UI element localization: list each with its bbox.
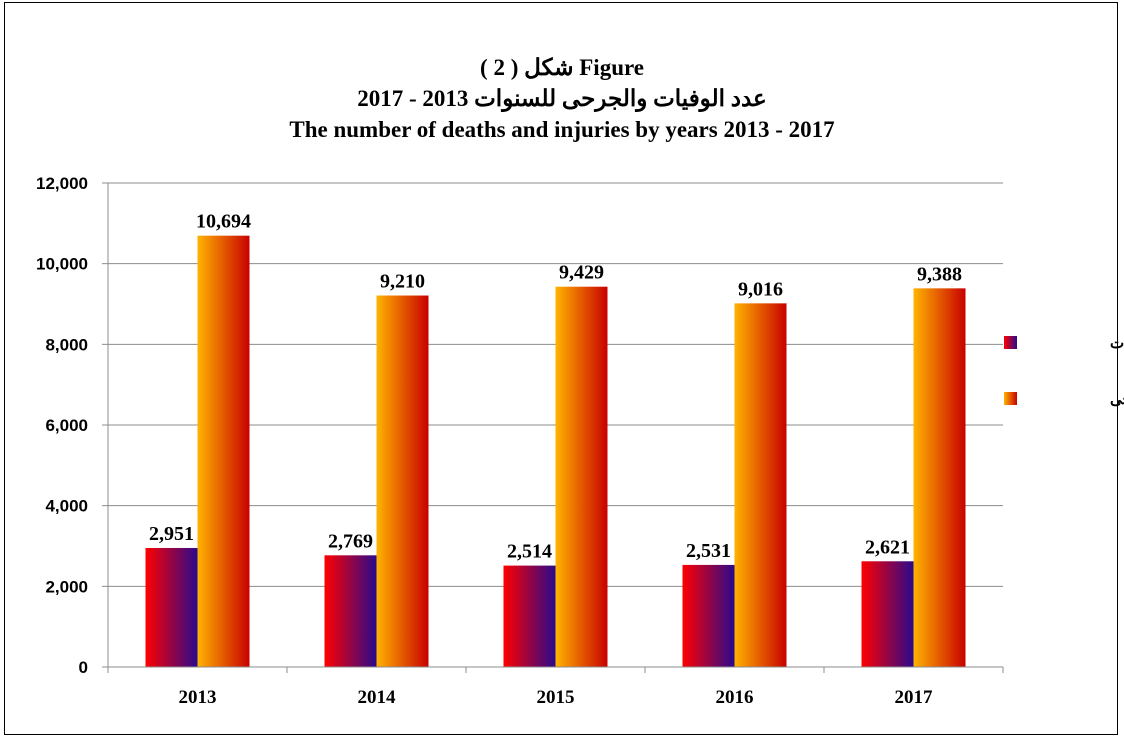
- data-label: 2,531: [686, 540, 731, 562]
- y-tick-label: 6,000: [45, 416, 88, 435]
- chart-title-block: شكل ( 2 ) Figure عدد الوفيات والجرحى للس…: [0, 52, 1124, 145]
- data-label: 10,694: [196, 211, 251, 233]
- data-label: 2,514: [507, 541, 552, 563]
- bar-deaths: [861, 561, 914, 667]
- x-tick-label: 2014: [358, 687, 397, 708]
- bar-injuries: [197, 235, 250, 667]
- bar-injuries: [376, 295, 429, 667]
- x-tick-label: 2013: [179, 687, 217, 708]
- bars: 2,951 10,694 2,769 9,210 2,514 9,429 2,531 9,01…: [108, 211, 1003, 668]
- bar-deaths: [145, 547, 198, 667]
- bar-deaths: [324, 555, 377, 667]
- chart-subtitle-english: The number of deaths and injuries by yea…: [289, 117, 835, 142]
- bar-injuries: [913, 288, 966, 667]
- y-tick-label: 2,000: [45, 577, 88, 596]
- y-tick-label: 12,000: [36, 174, 88, 193]
- legend-label: عدد الجرحى: [1110, 391, 1124, 408]
- bar-deaths: [503, 565, 556, 667]
- legend-swatch: [1004, 336, 1017, 349]
- y-tick-label: 4,000: [45, 497, 88, 516]
- bar-deaths: [682, 564, 735, 667]
- legend-swatch: [1004, 392, 1017, 405]
- data-label: 2,769: [328, 530, 373, 552]
- y-axis-ticks: 0 2,000 4,000 6,000 8,000 10,000 12,000: [36, 174, 88, 677]
- y-tick-label: 8,000: [45, 335, 88, 354]
- legend: عدد الوفيات عدد الجرحى: [1004, 335, 1124, 408]
- data-label: 2,621: [865, 536, 910, 558]
- chart-title: شكل ( 2 ) Figure: [480, 55, 644, 80]
- data-label: 9,210: [380, 271, 425, 293]
- x-tick-label: 2017: [895, 687, 934, 708]
- bar-injuries: [734, 303, 787, 667]
- chart-subtitle-arabic: عدد الوفيات والجرحى للسنوات 2013 - 2017: [357, 86, 767, 111]
- bar-injuries: [555, 286, 608, 667]
- x-tick-label: 2016: [716, 687, 754, 708]
- y-tick-label: 10,000: [36, 255, 88, 274]
- data-label: 9,429: [559, 262, 604, 284]
- data-label: 9,388: [917, 263, 962, 285]
- x-tick-label: 2015: [537, 687, 575, 708]
- x-axis-ticks: 2013 2014 2015 2016 2017: [179, 687, 934, 708]
- y-tick-label: 0: [79, 658, 88, 677]
- legend-label: عدد الوفيات: [1110, 335, 1124, 352]
- data-label: 9,016: [738, 278, 783, 300]
- data-label: 2,951: [149, 523, 194, 545]
